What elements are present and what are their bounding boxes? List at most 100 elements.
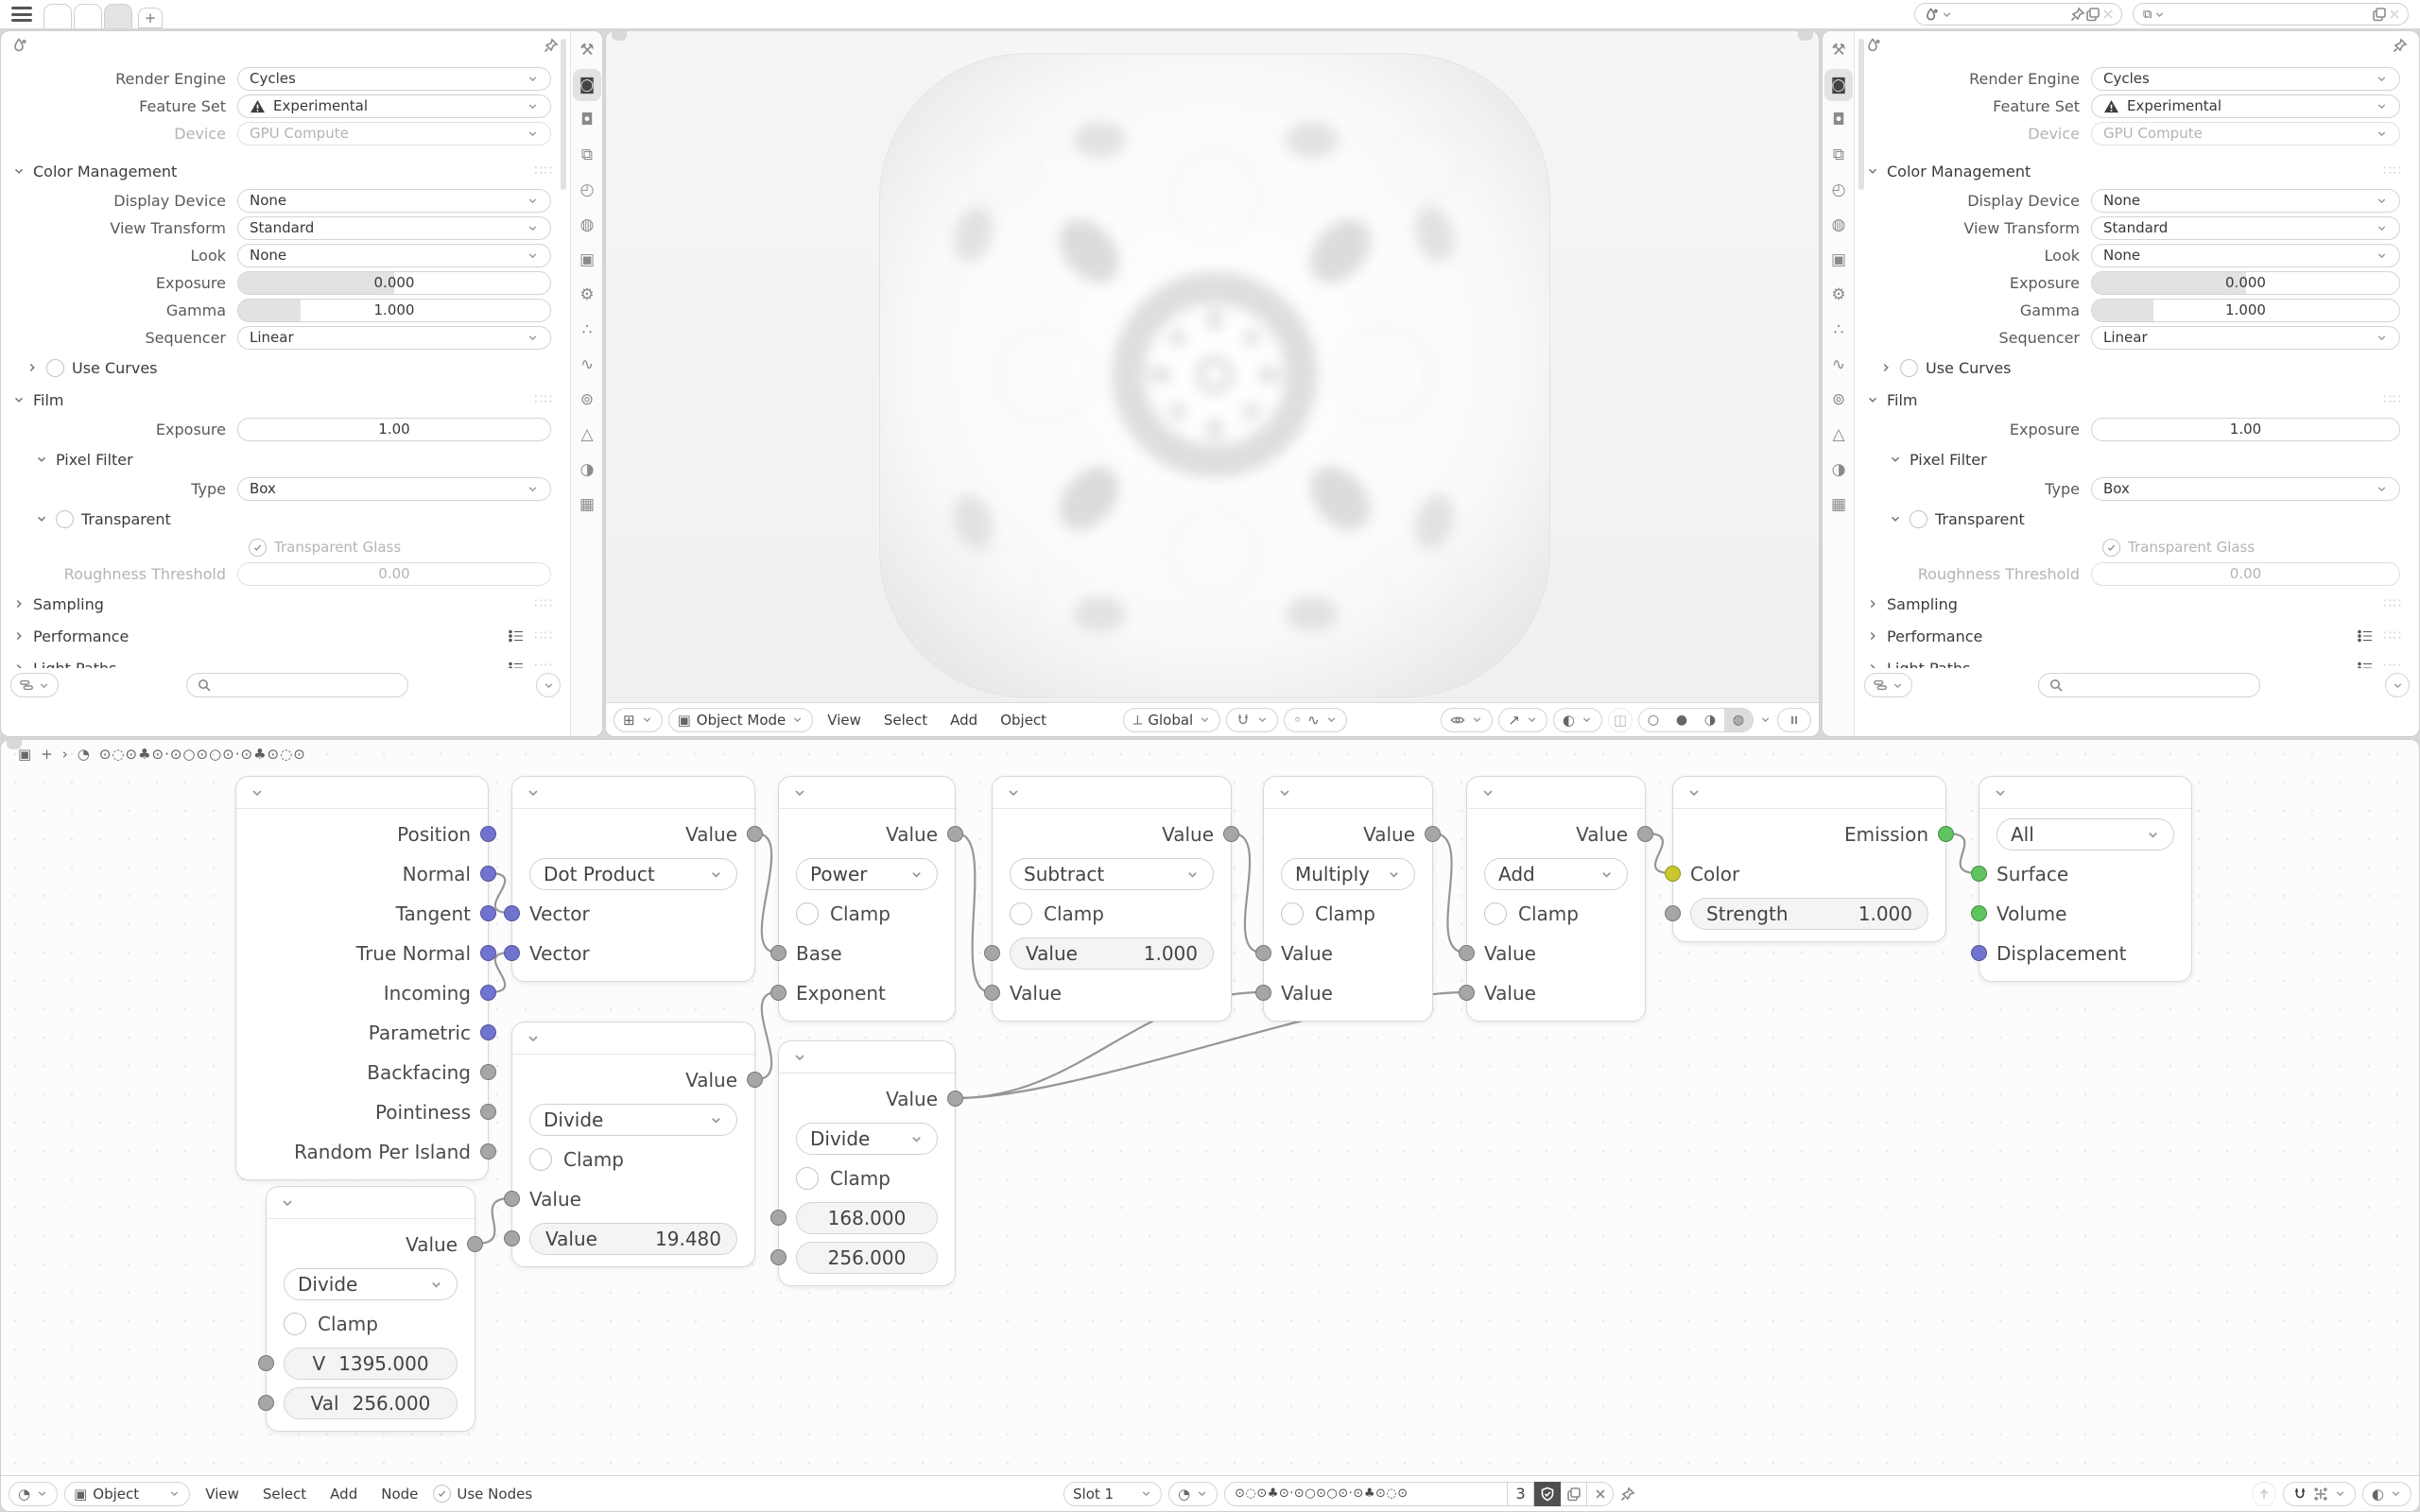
copy-material-button[interactable] <box>1561 1481 1588 1506</box>
properties-tab-render[interactable]: ◙ <box>1824 69 1853 101</box>
user-count-button[interactable]: 3 <box>1508 1481 1535 1506</box>
app-menu-icon[interactable] <box>11 7 32 22</box>
properties-tab-object-data[interactable]: △ <box>573 419 601 451</box>
node-operation-dropdown[interactable]: Multiply <box>1281 858 1415 890</box>
workspace-tab-2[interactable] <box>74 4 102 28</box>
field-roughness-threshold[interactable]: 0.00 <box>2091 561 2400 586</box>
properties-tab-modifiers[interactable]: ⚙ <box>573 279 601 311</box>
slider-exposure[interactable]: 0.000 <box>2091 270 2400 295</box>
node-header[interactable] <box>236 777 488 809</box>
pin-icon[interactable] <box>2070 7 2085 22</box>
dropdown-view-transform[interactable]: Standard <box>2091 215 2400 240</box>
overlays-dropdown[interactable]: ◐ <box>2361 1481 2411 1506</box>
dropdown-device[interactable]: GPU Compute <box>2091 121 2400 146</box>
slider-gamma[interactable]: 1.000 <box>2091 298 2400 322</box>
copy-icon[interactable] <box>2372 7 2387 22</box>
socket-value[interactable] <box>1459 985 1475 1001</box>
node-operation-dropdown[interactable]: Subtract <box>1010 858 1214 890</box>
shader-editor[interactable]: ▣ + › ◔ ⊙◌⊙♣⊙·⊙○⊙○⊙·⊙♣⊙◌⊙ Position Normal… <box>0 739 2420 1512</box>
section-color-management[interactable]: Color Management ∷∷ <box>1 157 553 185</box>
node-operation-dropdown[interactable]: Dot Product <box>529 858 737 890</box>
xray-toggle[interactable]: ◫ <box>1608 707 1633 732</box>
parent-node-tree-button[interactable] <box>2251 1481 2276 1506</box>
pin-icon[interactable] <box>1620 1486 1635 1502</box>
section-use-curves[interactable]: Use Curves <box>1855 353 2402 382</box>
node-operation-dropdown[interactable]: Power <box>796 858 938 890</box>
node-emission[interactable]: Emission Color Strength 1.000 <box>1665 776 1954 942</box>
properties-tab-material[interactable]: ◑ <box>573 454 601 486</box>
section-sampling[interactable]: Sampling ∷∷ <box>1855 590 2402 618</box>
socket-value[interactable] <box>770 945 786 961</box>
filter-toggle-button[interactable] <box>10 673 59 697</box>
close-icon[interactable] <box>2387 7 2402 22</box>
filter-toggle-button[interactable] <box>1864 673 1912 697</box>
dropdown-feature-set[interactable]: Experimental <box>2091 94 2400 118</box>
properties-tab-output[interactable]: ◘ <box>1824 104 1853 136</box>
dropdown-sequencer[interactable]: Linear <box>2091 325 2400 350</box>
clamp-checkbox[interactable] <box>1281 902 1304 925</box>
section-pixel-filter[interactable]: Pixel Filter <box>1 445 553 473</box>
node-header[interactable] <box>993 777 1231 809</box>
clamp-checkbox[interactable] <box>1010 902 1032 925</box>
clamp-checkbox[interactable] <box>529 1148 552 1171</box>
socket-value[interactable] <box>747 1072 763 1088</box>
socket-value[interactable] <box>258 1395 274 1411</box>
properties-tab-modifiers[interactable]: ⚙ <box>1824 279 1853 311</box>
slider-exposure[interactable]: 0.000 <box>237 270 551 295</box>
dropdown-device[interactable]: GPU Compute <box>237 121 551 146</box>
socket-value[interactable] <box>467 1236 483 1252</box>
node-header[interactable] <box>267 1187 475 1219</box>
dropdown-display-device[interactable]: None <box>237 188 551 213</box>
node-add[interactable]: Value Add Clamp Value Value <box>1459 776 1653 1022</box>
menu-view[interactable]: View <box>827 711 861 729</box>
properties-tab-physics[interactable]: ∿ <box>1824 349 1853 381</box>
properties-tab-constraints[interactable]: ⊚ <box>1824 384 1853 416</box>
node-value-field[interactable]: Value 19.480 <box>529 1223 737 1255</box>
node-operation-dropdown[interactable]: Divide <box>796 1123 938 1155</box>
gizmos-dropdown[interactable]: ↗ <box>1498 707 1547 732</box>
properties-tab-physics[interactable]: ∿ <box>573 349 601 381</box>
section-film[interactable]: Film ∷∷ <box>1855 386 2402 414</box>
pause-render-button[interactable] <box>1777 707 1811 732</box>
node-output[interactable]: All Surface Volume Displacement <box>1971 776 2192 982</box>
node-divide2[interactable]: Value Divide Clamp 168.000 256.000 <box>770 1040 963 1286</box>
dropdown-type[interactable]: Box <box>237 476 551 501</box>
dropdown-type[interactable]: Box <box>2091 476 2400 501</box>
socket-shader[interactable] <box>1971 866 1987 882</box>
properties-tab-constraints[interactable]: ⊚ <box>573 384 601 416</box>
search-input[interactable] <box>2037 673 2260 697</box>
socket-color[interactable] <box>1665 866 1681 882</box>
close-icon[interactable] <box>2100 7 2116 22</box>
node-header[interactable] <box>512 1022 754 1055</box>
node-value-field[interactable]: V 1395.000 <box>284 1348 458 1380</box>
section-sampling[interactable]: Sampling ∷∷ <box>1 590 553 618</box>
properties-tab-output[interactable]: ◘ <box>573 104 601 136</box>
overlays-dropdown[interactable]: ◐ <box>1552 707 1602 732</box>
workspace-tab-1[interactable] <box>43 4 72 28</box>
scrollbar[interactable] <box>1858 39 1864 190</box>
socket-vector[interactable] <box>480 826 496 842</box>
socket-value[interactable] <box>1255 945 1271 961</box>
socket-value[interactable] <box>770 1249 786 1265</box>
socket-vector[interactable] <box>1971 945 1987 961</box>
node-header[interactable] <box>779 1041 955 1074</box>
properties-tab-world[interactable]: ◍ <box>573 209 601 241</box>
socket-vector[interactable] <box>480 1024 496 1040</box>
clamp-checkbox[interactable] <box>796 1167 819 1190</box>
socket-value[interactable] <box>480 1104 496 1120</box>
socket-value[interactable] <box>1665 905 1681 921</box>
properties-tab-tool[interactable]: ⚒ <box>573 34 601 66</box>
socket-value[interactable] <box>504 1191 520 1207</box>
field-exposure[interactable]: 1.00 <box>2091 417 2400 441</box>
shading-rendered-button[interactable]: ◍ <box>1724 708 1753 731</box>
copy-icon[interactable] <box>2085 7 2100 22</box>
properties-tab-scene[interactable]: ◴ <box>573 174 601 206</box>
node-value-field[interactable]: Value 1.000 <box>1010 937 1214 970</box>
checkbox[interactable] <box>1910 509 1927 528</box>
node-divide1[interactable]: Value Divide Clamp Value Value 19.480 <box>504 1022 763 1267</box>
socket-vector[interactable] <box>480 945 496 961</box>
checkbox[interactable] <box>1900 358 1918 377</box>
dropdown-look[interactable]: None <box>237 243 551 267</box>
transform-orientation-dropdown[interactable]: ⟂ Global <box>1123 707 1221 732</box>
editor-type-button[interactable]: ◔ <box>9 1481 59 1506</box>
